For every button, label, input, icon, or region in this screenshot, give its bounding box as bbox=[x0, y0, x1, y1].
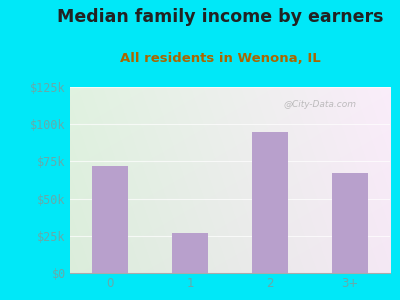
Bar bbox=[92, 166, 128, 273]
Text: All residents in Wenona, IL: All residents in Wenona, IL bbox=[120, 52, 320, 65]
Bar bbox=[332, 173, 368, 273]
Text: @City-Data.com: @City-Data.com bbox=[283, 100, 356, 109]
Bar bbox=[252, 132, 288, 273]
Bar bbox=[172, 233, 208, 273]
Text: Median family income by earners: Median family income by earners bbox=[57, 8, 383, 26]
